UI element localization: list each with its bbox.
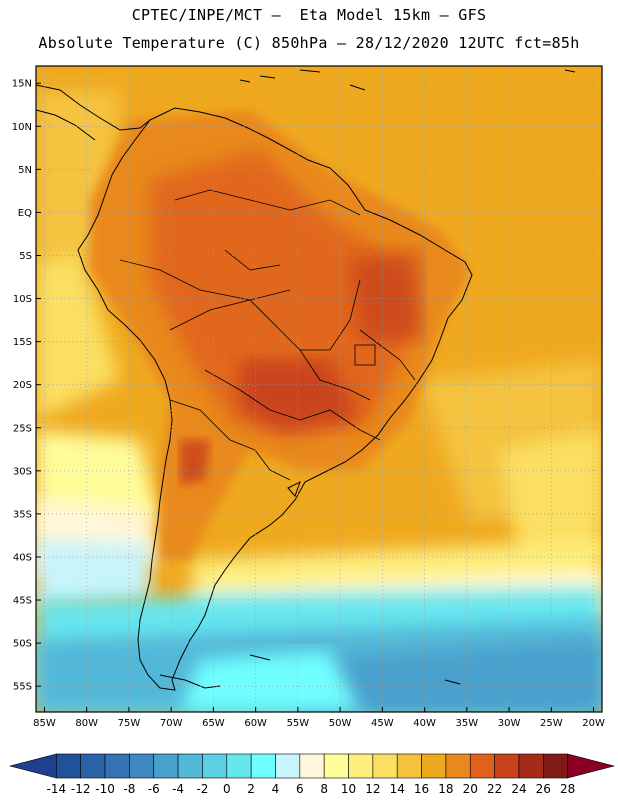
lat-tick-label: EQ [18, 208, 32, 219]
colorbar-high-arrow [567, 753, 616, 779]
colorbar-swatch [372, 753, 398, 779]
colorbar-label: 4 [272, 782, 280, 796]
colorbar-swatch [348, 753, 374, 779]
colorbar-label: -12 [71, 782, 91, 796]
lat-tick-label: 25S [13, 423, 32, 434]
map-frame [35, 65, 603, 713]
lon-tick-label: 50W [329, 718, 352, 729]
colorbar-swatch [469, 753, 495, 779]
lon-tick-label: 75W [118, 718, 141, 729]
colorbar-swatch [323, 753, 349, 779]
lat-tick-label: 15N [12, 79, 32, 90]
colorbar-swatch [56, 753, 81, 779]
colorbar-swatch [396, 753, 422, 779]
colorbar-label: -4 [172, 782, 184, 796]
lat-tick-label: 10S [13, 294, 32, 305]
colorbar-swatch [494, 753, 520, 779]
colorbar-swatch [250, 753, 276, 779]
colorbar-label: 26 [536, 782, 551, 796]
colorbar-swatch [129, 753, 155, 779]
colorbar-label: -14 [47, 782, 67, 796]
lat-tick-label: 50S [13, 639, 32, 650]
colorbar-swatch [275, 753, 301, 779]
colorbar-label: -6 [148, 782, 160, 796]
map-title-line2: Absolute Temperature (C) 850hPa – 28/12/… [38, 34, 580, 52]
colorbar-label: 10 [341, 782, 356, 796]
colorbar-swatch [80, 753, 106, 779]
lon-tick-label: 40W [413, 718, 436, 729]
colorbar-label: 20 [463, 782, 478, 796]
lat-tick-label: 30S [13, 466, 32, 477]
colorbar-label: 22 [487, 782, 502, 796]
colorbar-swatch [445, 753, 471, 779]
lat-tick-label: 15S [13, 337, 32, 348]
colorbar-swatch [177, 753, 203, 779]
colorbar-swatch [226, 753, 252, 779]
south-america-coast [77, 107, 473, 691]
colorbar-swatch [153, 753, 179, 779]
lon-tick-label: 85W [33, 718, 56, 729]
lon-tick-label: 35W [456, 718, 479, 729]
lon-tick-label: 45W [371, 718, 394, 729]
lon-tick-label: 55W [287, 718, 310, 729]
lat-tick-label: 40S [13, 552, 32, 563]
colorbar-low-arrow [8, 753, 57, 779]
temperature-field [36, 66, 602, 712]
colorbar-swatch [518, 753, 544, 779]
lon-tick-label: 80W [75, 718, 98, 729]
colorbar-label: 18 [438, 782, 453, 796]
colorbar-label: -10 [95, 782, 115, 796]
color-bar: -14 -12 -10 -8 -6 -4 -2 0 2 4 6 8 10 12 14 16 18 20 22 24 26… [8, 753, 616, 796]
central-america-coast [36, 84, 151, 141]
longitude-axis: 85W 80W 75W 70W 65W 60W 55W 50W 45W 40W 35W 30W 25W 2… [33, 707, 605, 729]
country-borders [119, 189, 416, 481]
colorbar-label: 6 [296, 782, 304, 796]
coastlines [36, 69, 576, 691]
colorbar-label: 24 [511, 782, 526, 796]
colorbar-label: 14 [390, 782, 405, 796]
colorbar-label: 28 [560, 782, 575, 796]
lat-tick-label: 45S [13, 596, 32, 607]
lat-tick-label: 55S [13, 682, 32, 693]
lon-tick-label: 20W [582, 718, 605, 729]
colorbar-label: -8 [123, 782, 135, 796]
latitude-axis: 15N 10N 5N EQ 5S 10S 15S 20S 25S 30S 35S 40S 45S 50S 5… [12, 79, 41, 693]
tierra-del-fuego [159, 654, 461, 689]
map-title-line1: CPTEC/INPE/MCT – Eta Model 15km – GFS [131, 6, 487, 24]
lon-tick-label: 30W [498, 718, 521, 729]
colorbar-label: 0 [223, 782, 231, 796]
colorbar-swatch [104, 753, 130, 779]
lat-tick-label: 5S [19, 251, 32, 262]
lon-tick-label: 25W [540, 718, 563, 729]
lon-tick-label: 70W [160, 718, 183, 729]
lon-tick-label: 60W [244, 718, 267, 729]
colorbar-label: 12 [365, 782, 380, 796]
colorbar-label: 8 [320, 782, 328, 796]
lon-tick-label: 65W [202, 718, 225, 729]
colorbar-label: 16 [414, 782, 429, 796]
colorbar-label: 2 [247, 782, 255, 796]
colorbar-swatch [202, 753, 228, 779]
colorbar-swatch [299, 753, 325, 779]
colorbar-swatch [543, 753, 568, 779]
lat-tick-label: 5N [18, 165, 32, 176]
lagoa-dos-patos [287, 480, 301, 497]
colorbar-label: -2 [196, 782, 208, 796]
lat-tick-label: 20S [13, 380, 32, 391]
colorbar-swatch [421, 753, 447, 779]
caribbean-islands [239, 69, 576, 91]
lat-tick-label: 10N [12, 122, 32, 133]
lat-tick-label: 35S [13, 509, 32, 520]
